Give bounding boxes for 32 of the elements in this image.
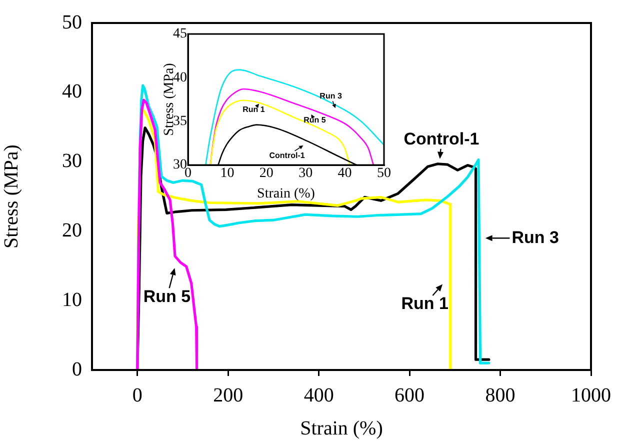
x-tick-label: 0 (132, 384, 142, 406)
x-axis-title: Strain (%) (300, 417, 383, 440)
x-tick-label: 30 (298, 166, 313, 182)
annotation: Run 3 (512, 228, 559, 247)
annotation: Control-1 (404, 130, 480, 149)
x-tick-label: 200 (213, 384, 244, 406)
x-tick-label: 1000 (571, 384, 611, 406)
y-tick-label: 45 (173, 26, 187, 42)
y-tick-label: 0 (72, 358, 82, 380)
y-axis-title: Stress (MPa) (0, 144, 22, 248)
x-tick-label: 400 (304, 384, 334, 406)
annotation: Run 1 (401, 294, 448, 314)
y-tick-label: 50 (62, 11, 82, 34)
x-tick-label: 20 (259, 166, 274, 182)
annotation: Run 5 (304, 116, 326, 125)
line-series (204, 69, 384, 165)
annotation: Run 3 (320, 91, 342, 100)
line-series (210, 100, 351, 165)
x-tick-label: 10 (220, 166, 234, 182)
x-tick-label: 40 (338, 166, 352, 182)
y-tick-label: 40 (62, 80, 82, 103)
x-axis-title: Strain (%) (257, 186, 316, 202)
annotation: Run 1 (242, 105, 266, 114)
annotation: Run 5 (143, 286, 191, 306)
x-tick-label: 800 (485, 384, 516, 406)
x-tick-label: 600 (394, 384, 425, 406)
annotation: Control-1 (269, 151, 306, 160)
x-tick-label: 50 (377, 166, 391, 182)
y-tick-label: 10 (62, 288, 82, 311)
line-series (210, 88, 374, 165)
y-tick-label: 20 (62, 219, 82, 242)
y-tick-label: 35 (173, 114, 187, 130)
